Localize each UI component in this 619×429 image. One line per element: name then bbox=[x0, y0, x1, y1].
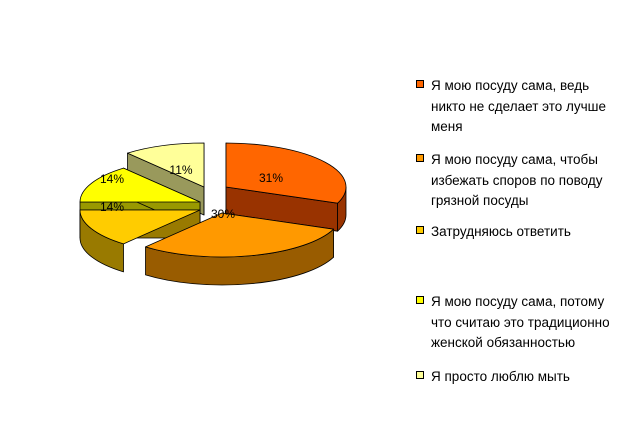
slice-4 bbox=[79, 167, 201, 203]
pie-labels: 31% 30% 14% 14% 11% bbox=[100, 163, 283, 221]
slice-3 bbox=[79, 209, 201, 245]
data-label-2: 30% bbox=[211, 207, 235, 221]
slice-2 bbox=[145, 212, 334, 258]
data-label-5: 11% bbox=[169, 163, 192, 177]
legend-swatch-2 bbox=[416, 154, 424, 162]
data-label-3: 14% bbox=[100, 200, 124, 214]
data-label-4: 14% bbox=[100, 172, 124, 186]
legend-label-3: Затрудняюсь ответить bbox=[431, 224, 571, 239]
legend-label-1: Я мою посуду сама, ведь никто не сделает… bbox=[431, 78, 607, 134]
slice-1 bbox=[225, 142, 347, 204]
legend-swatch-3 bbox=[416, 226, 424, 234]
legend-swatch-4 bbox=[416, 296, 424, 304]
data-label-1: 31% bbox=[259, 171, 283, 185]
legend-label-4: Я мою посуду сама, потому что считаю это… bbox=[431, 294, 610, 350]
legend-swatch-1 bbox=[416, 80, 424, 88]
legend-label-5: Я просто люблю мыть bbox=[431, 369, 570, 384]
legend-swatch-5 bbox=[416, 371, 424, 379]
pie-tops bbox=[79, 142, 347, 258]
slice-5 bbox=[127, 142, 205, 188]
legend-label-2: Я мою посуду сама, чтобы избежать споров… bbox=[431, 152, 603, 208]
